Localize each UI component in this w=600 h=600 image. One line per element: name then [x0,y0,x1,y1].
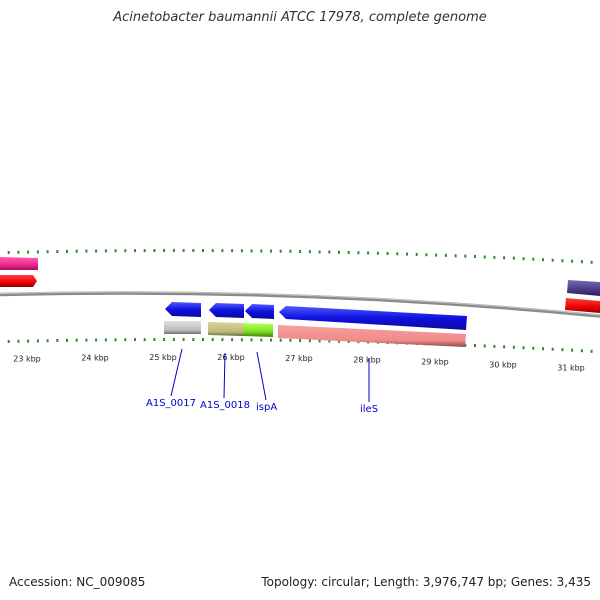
leader-line-a1s-0018 [223,352,226,399]
inner-tick-row [7,338,593,353]
feature-right-purple[interactable] [567,280,600,296]
gene-arrow-ispa[interactable] [245,304,274,319]
category-box-iles [278,325,466,347]
scale-tick-label: 23 kbp [13,355,41,364]
scale-tick-label: 25 kbp [149,353,177,362]
gene-label-a1s-0018[interactable]: A1S_0018 [200,400,250,411]
gene-label-iles[interactable]: ileS [360,404,378,415]
category-box-a1s-0018 [208,322,243,336]
category-box-a1s-0017 [164,321,201,334]
map-title: Acinetobacter baumannii ATCC 17978, comp… [113,10,487,25]
accession-label: Accession: NC_009085 [9,575,146,589]
gene-arrow-iles[interactable] [279,306,467,330]
feature-left-pink[interactable] [0,257,38,270]
category-box-ispa [243,323,273,337]
scale-tick-label: 30 kbp [489,360,517,369]
outer-tick-row [7,249,593,264]
scale-tick-label: 28 kbp [353,355,381,364]
scale-tick-label: 31 kbp [557,364,585,373]
genome-backbone-highlight [0,291,600,316]
scale-tick-label: 24 kbp [81,354,109,363]
leader-line-a1s-0017 [170,348,183,397]
gene-arrow-a1s-0018[interactable] [209,303,244,318]
feature-right-red[interactable] [565,298,600,313]
genome-summary: Topology: circular; Length: 3,976,747 bp… [261,575,591,589]
genome-backbone [0,291,600,318]
gene-label-ispa[interactable]: ispA [256,402,277,413]
tick-label-row: 23 kbp 24 kbp 25 kbp 26 kbp 27 kbp 28 kbp 29 k… [13,353,585,373]
leader-line-ispa [256,351,267,401]
scale-tick-label: 26 kbp [217,353,245,362]
gene-arrow-a1s-0017[interactable] [165,302,201,317]
feature-left-red[interactable] [0,275,37,287]
scale-tick-label: 29 kbp [421,358,449,367]
gene-label-a1s-0017[interactable]: A1S_0017 [146,398,196,409]
scale-tick-label: 27 kbp [285,354,313,363]
